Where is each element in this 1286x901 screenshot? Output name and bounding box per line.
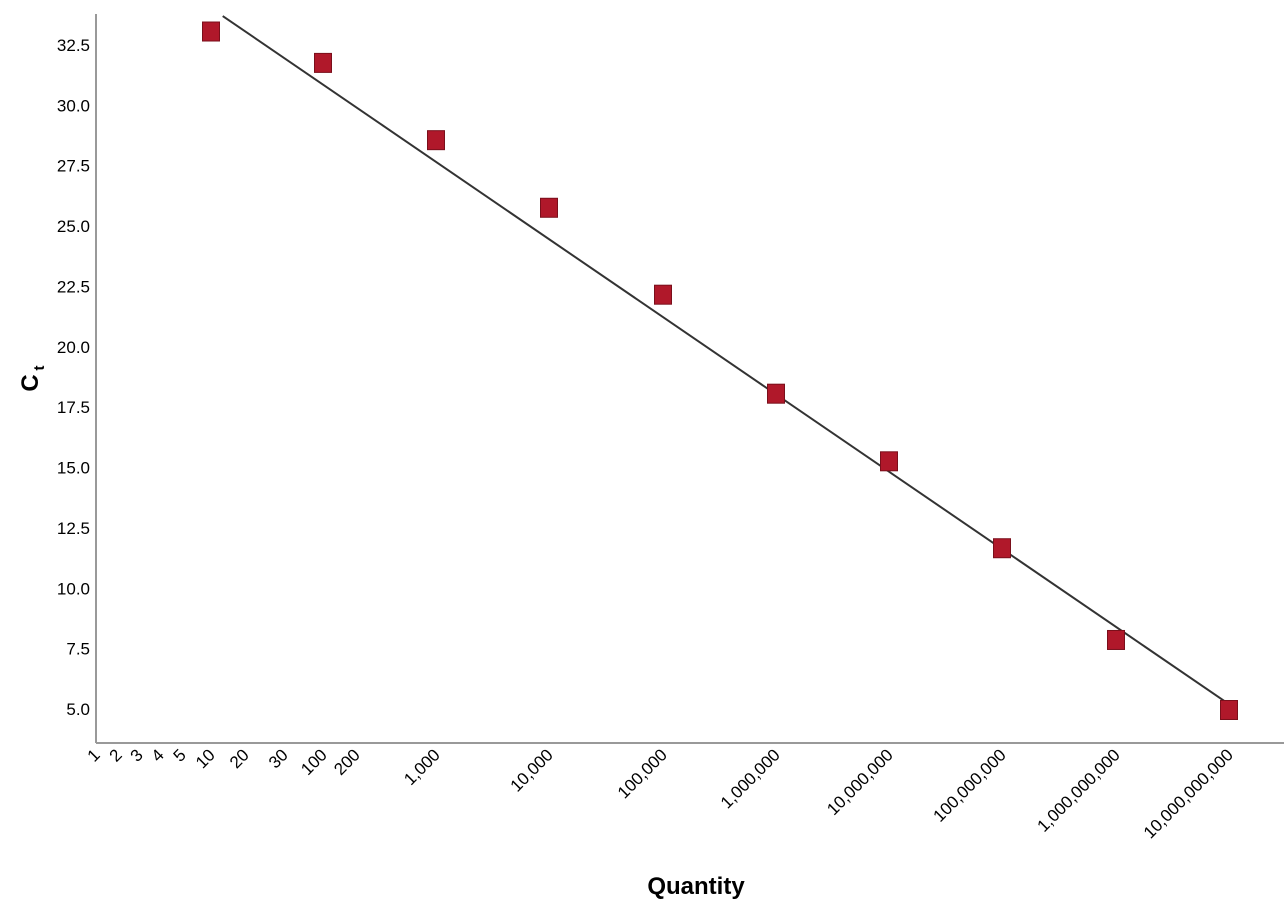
x-tick-label: 4 <box>148 745 168 765</box>
axes <box>95 14 1284 744</box>
data-point <box>993 538 1011 559</box>
x-tick-label: 1,000,000 <box>717 745 784 812</box>
data-point <box>427 130 445 151</box>
data-point <box>880 451 898 472</box>
x-tick-label: 100,000,000 <box>930 745 1010 825</box>
x-tick-label: 10,000,000,000 <box>1140 745 1237 842</box>
x-axis-ticks: 1 2 3 4 5 10 20 30 100 200 1,000 10,000 100,000 1,000… <box>84 745 1237 842</box>
y-tick-label: 27.5 <box>57 157 90 176</box>
data-point <box>314 52 332 73</box>
x-tick-label: 5 <box>170 745 190 765</box>
data-point <box>654 284 672 305</box>
data-point <box>1220 700 1238 720</box>
y-tick-label: 22.5 <box>57 277 90 296</box>
y-tick-label: 25.0 <box>57 217 90 236</box>
x-tick-label: 10 <box>192 745 219 772</box>
x-tick-label: 30 <box>265 745 292 772</box>
x-tick-label: 10,000,000 <box>823 745 897 819</box>
x-tick-label: 1,000,000,000 <box>1034 745 1124 835</box>
fit-line-group <box>222 15 1230 705</box>
data-point <box>540 197 558 218</box>
data-point <box>767 383 785 404</box>
y-tick-label: 12.5 <box>57 519 90 538</box>
y-axis-title-main: C <box>17 374 44 391</box>
x-tick-label: 10,000 <box>507 745 557 795</box>
y-tick-label: 32.5 <box>57 36 90 55</box>
y-tick-label: 15.0 <box>57 459 90 478</box>
y-tick-label: 17.5 <box>57 398 90 417</box>
y-axis-title-subscript: t <box>31 366 48 371</box>
y-tick-label: 30.0 <box>57 96 90 115</box>
x-tick-label: 100,000 <box>614 745 671 802</box>
x-tick-label: 3 <box>127 745 147 765</box>
y-axis-title: C t <box>17 366 48 392</box>
x-tick-label: 200 <box>330 745 363 778</box>
fit-line <box>222 15 1230 705</box>
x-tick-label: 1,000 <box>400 745 444 789</box>
y-tick-label: 20.0 <box>57 338 90 357</box>
data-points <box>202 21 1238 720</box>
y-axis-ticks: 5.0 7.5 10.0 12.5 15.0 17.5 20.0 22.5 25.0 27.5 30… <box>57 36 90 719</box>
y-tick-label: 5.0 <box>66 700 90 719</box>
y-tick-label: 10.0 <box>57 579 90 598</box>
data-point <box>202 21 220 42</box>
x-axis-title: Quantity <box>647 873 745 900</box>
y-tick-label: 7.5 <box>66 640 90 659</box>
x-tick-label: 20 <box>226 745 253 772</box>
x-tick-label: 1 <box>84 745 104 765</box>
x-tick-label: 2 <box>106 745 126 765</box>
x-tick-label: 100 <box>297 745 330 778</box>
data-point <box>1107 629 1125 650</box>
